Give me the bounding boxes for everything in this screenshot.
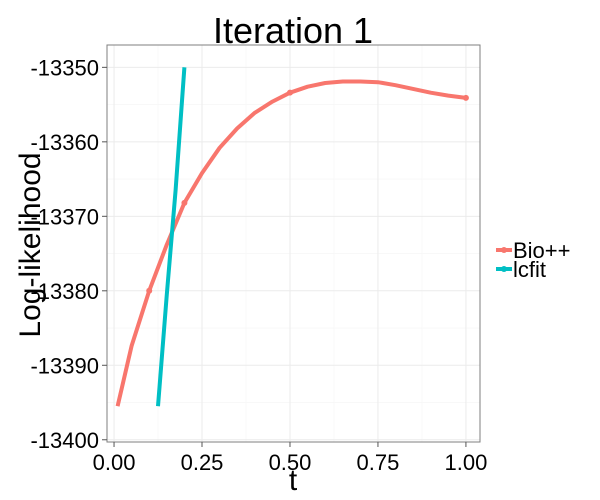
data-point-bio	[181, 199, 188, 206]
x-axis-title: t	[289, 464, 298, 497]
data-point-bio	[146, 287, 153, 294]
x-tick-label: 0.00	[93, 450, 136, 475]
y-tick-label: -13370	[30, 204, 99, 229]
y-axis-title: Log-likelihood	[14, 152, 47, 337]
series-line-lcfit	[156, 67, 187, 407]
tick-labels: 0.00 0.25 0.50 0.75 1.00 -13350 -13360 -13370 -1…	[30, 55, 487, 475]
chart-title: Iteration 1	[213, 10, 373, 51]
series-layer	[115, 67, 469, 407]
x-tick-label: 0.25	[181, 450, 224, 475]
y-tick-label: -13350	[30, 55, 99, 80]
x-tick-label: 0.75	[357, 450, 400, 475]
grid-minor	[107, 45, 480, 442]
x-tick-label: 1.00	[445, 450, 488, 475]
y-tick-label: -13380	[30, 279, 99, 304]
legend-key-point-bio	[501, 247, 507, 253]
legend-key-point-lcfit	[501, 266, 507, 272]
x-tick-label: 0.50	[269, 450, 312, 475]
data-point-bio	[462, 94, 469, 101]
legend-label-lcfit: lcfit	[513, 257, 546, 282]
data-point-bio	[286, 89, 293, 96]
y-tick-label: -13390	[30, 353, 99, 378]
legend: Bio++lcfit	[496, 238, 571, 282]
panel-border	[106, 44, 481, 443]
y-tick-label: -13360	[30, 130, 99, 155]
y-tick-label: -13400	[30, 428, 99, 453]
axis-ticks	[102, 66, 467, 447]
grid-major	[107, 45, 480, 442]
legend-label-bio: Bio++	[513, 238, 571, 263]
